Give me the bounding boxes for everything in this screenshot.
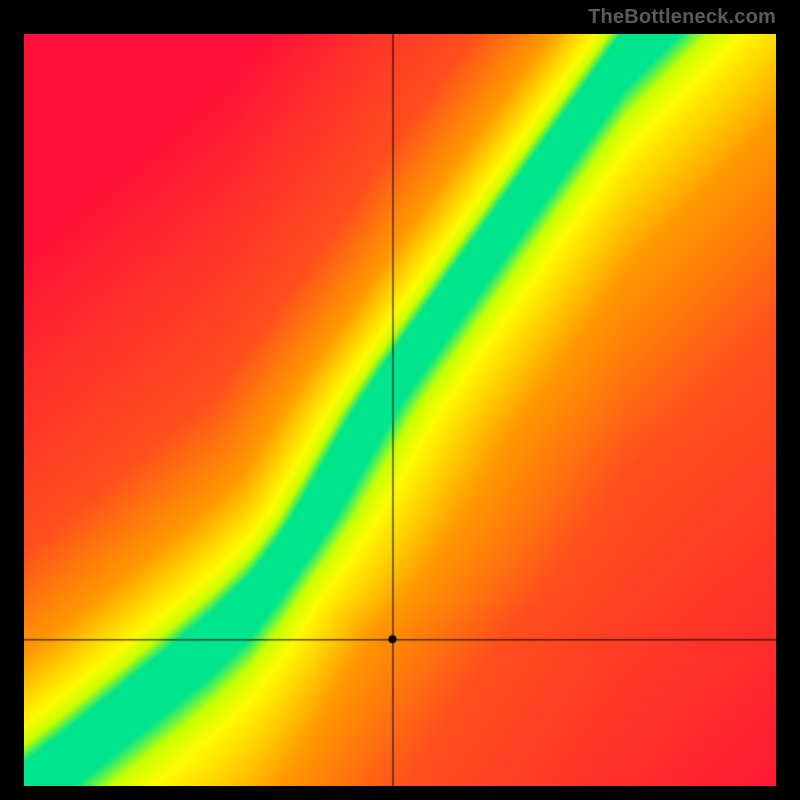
- watermark-text: TheBottleneck.com: [588, 6, 776, 29]
- chart-container: TheBottleneck.com: [0, 0, 800, 800]
- heatmap-plot: [24, 34, 776, 786]
- heatmap-canvas: [24, 34, 776, 786]
